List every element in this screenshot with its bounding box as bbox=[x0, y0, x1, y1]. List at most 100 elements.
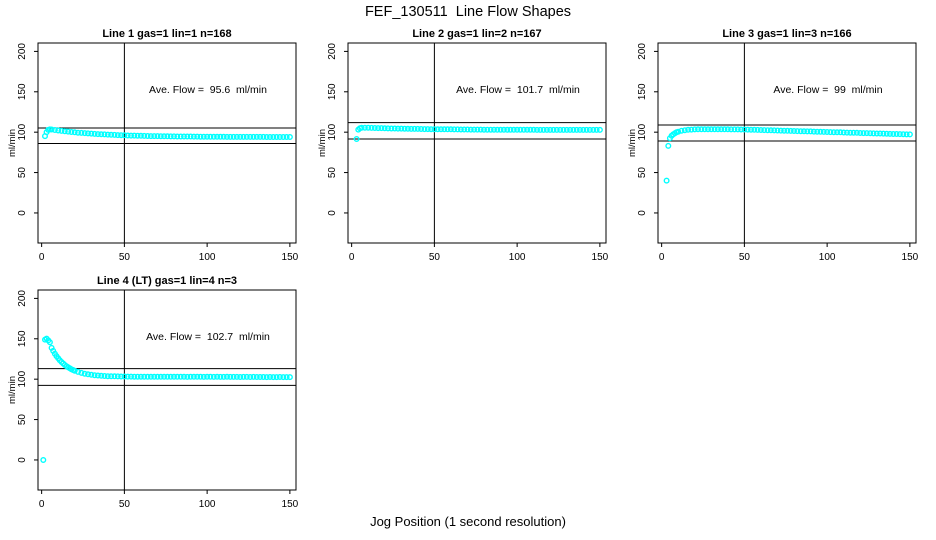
x-axis-label: Jog Position (1 second resolution) bbox=[370, 514, 566, 529]
data-point bbox=[467, 126, 474, 133]
data-point bbox=[583, 126, 590, 133]
data-point bbox=[394, 125, 401, 132]
data-point bbox=[375, 125, 382, 132]
y-tick-label: 50 bbox=[637, 167, 648, 179]
data-point bbox=[170, 133, 177, 140]
x-tick-label: 0 bbox=[659, 252, 665, 263]
data-point bbox=[877, 130, 884, 137]
y-tick-label: 0 bbox=[327, 210, 338, 216]
data-point bbox=[827, 129, 834, 136]
ave-flow-annotation: Ave. Flow = 95.6 ml/min bbox=[149, 84, 267, 96]
data-point bbox=[118, 373, 125, 380]
data-point bbox=[391, 125, 398, 132]
data-point bbox=[520, 126, 527, 133]
data-point bbox=[147, 133, 154, 140]
data-point bbox=[464, 126, 471, 133]
data-point bbox=[276, 373, 283, 380]
data-point bbox=[573, 126, 580, 133]
y-tick-label: 150 bbox=[327, 83, 338, 100]
data-point bbox=[840, 129, 847, 136]
data-point bbox=[721, 126, 728, 133]
data-point bbox=[78, 369, 85, 376]
data-point bbox=[797, 128, 804, 135]
data-point bbox=[893, 130, 900, 137]
data-point bbox=[207, 133, 214, 140]
data-point bbox=[177, 133, 184, 140]
panel-line-3: Line 3 gas=1 lin=3 n=166 0 50 100 150 0 50 100 1… bbox=[627, 25, 928, 272]
data-point bbox=[553, 126, 560, 133]
data-point bbox=[593, 126, 600, 133]
data-point bbox=[408, 125, 415, 132]
data-point bbox=[101, 131, 108, 138]
data-point bbox=[764, 127, 771, 134]
data-point bbox=[761, 127, 768, 134]
data-point bbox=[280, 133, 287, 140]
data-point bbox=[55, 127, 62, 134]
data-point bbox=[111, 131, 118, 138]
data-point bbox=[896, 131, 903, 138]
data-point bbox=[771, 127, 778, 134]
data-point bbox=[170, 373, 177, 380]
data-point bbox=[817, 128, 824, 135]
data-point bbox=[48, 126, 55, 133]
x-tick-label: 0 bbox=[349, 252, 355, 263]
data-point bbox=[134, 373, 141, 380]
data-point bbox=[741, 126, 748, 133]
data-point bbox=[731, 126, 738, 133]
data-point bbox=[174, 133, 181, 140]
data-point bbox=[714, 126, 721, 133]
data-point bbox=[514, 126, 521, 133]
data-point bbox=[104, 373, 111, 380]
data-point bbox=[784, 127, 791, 134]
data-point bbox=[694, 126, 701, 133]
data-point bbox=[164, 373, 171, 380]
panel-plot: Line 2 gas=1 lin=2 n=167 0 50 100 150 0 50 100 1… bbox=[317, 28, 609, 263]
data-point bbox=[164, 133, 171, 140]
y-tick-label: 150 bbox=[17, 330, 28, 347]
data-point bbox=[404, 125, 411, 132]
data-point bbox=[767, 127, 774, 134]
y-tick-label: 50 bbox=[17, 167, 28, 179]
data-point bbox=[147, 373, 154, 380]
data-point bbox=[276, 133, 283, 140]
x-tick-label: 150 bbox=[282, 499, 299, 510]
data-point bbox=[223, 373, 230, 380]
data-point bbox=[790, 127, 797, 134]
data-point bbox=[547, 126, 554, 133]
data-point bbox=[353, 135, 360, 142]
data-point bbox=[180, 133, 187, 140]
data-point bbox=[454, 126, 461, 133]
data-point bbox=[65, 128, 72, 135]
data-point bbox=[824, 128, 831, 135]
data-point bbox=[906, 131, 913, 138]
data-point bbox=[263, 374, 270, 381]
data-point bbox=[250, 373, 257, 380]
data-point bbox=[530, 126, 537, 133]
data-point bbox=[421, 126, 428, 133]
data-point bbox=[210, 373, 217, 380]
data-point bbox=[220, 133, 227, 140]
data-point bbox=[428, 126, 435, 133]
plot-box bbox=[347, 42, 607, 244]
x-tick-label: 50 bbox=[119, 499, 131, 510]
y-tick-label: 0 bbox=[637, 210, 648, 216]
y-tick-label: 100 bbox=[327, 123, 338, 140]
data-point bbox=[78, 129, 85, 136]
data-point bbox=[121, 373, 128, 380]
figure-title: FEF_130511 Line Flow Shapes bbox=[364, 4, 572, 20]
data-point bbox=[230, 373, 237, 380]
data-point bbox=[94, 131, 101, 138]
data-point bbox=[154, 373, 161, 380]
ave-flow-annotation: Ave. Flow = 102.7 ml/min bbox=[146, 331, 270, 343]
data-point bbox=[384, 125, 391, 132]
data-point bbox=[151, 133, 158, 140]
ave-flow-annotation: Ave. Flow = 99 ml/min bbox=[773, 84, 882, 96]
data-point bbox=[804, 128, 811, 135]
y-tick-label: 200 bbox=[17, 43, 28, 60]
x-tick-label: 50 bbox=[739, 252, 751, 263]
data-point bbox=[273, 133, 280, 140]
data-point bbox=[810, 128, 817, 135]
x-tick-label: 50 bbox=[119, 252, 131, 263]
panel-plot: Line 4 (LT) gas=1 lin=4 n=3 0 50 100 150 0 50 1… bbox=[7, 275, 299, 510]
